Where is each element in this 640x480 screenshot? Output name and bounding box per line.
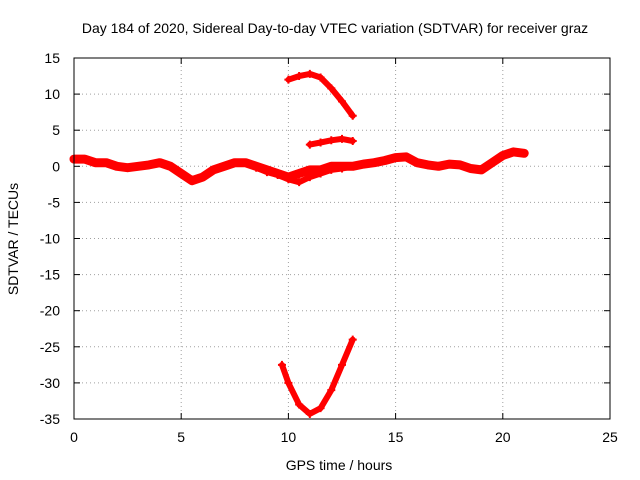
secondary-band-point [327, 165, 336, 174]
secondary-band-point [305, 173, 314, 182]
main-band-point [102, 158, 111, 167]
main-band-point [455, 160, 464, 169]
lower-arc-point [277, 360, 286, 369]
secondary-band-point [338, 164, 346, 173]
main-band-point [423, 160, 432, 169]
y-tick-label: 10 [44, 86, 60, 102]
secondary-band-point [241, 158, 250, 167]
secondary-band-point [252, 163, 261, 172]
main-band-point [477, 165, 486, 174]
main-band-point [509, 147, 518, 156]
main-band-point [295, 169, 304, 178]
lower-arc-point [305, 409, 314, 418]
main-band-point [198, 173, 207, 182]
chart-title: Day 184 of 2020, Sidereal Day-to-day VTE… [82, 20, 588, 36]
secondary-band-point [348, 162, 357, 171]
middle-arc-point [316, 138, 325, 147]
main-band-point [488, 158, 497, 167]
upper-arc-point [284, 75, 293, 84]
y-tick-label: 0 [52, 158, 60, 174]
main-band-point [391, 153, 400, 162]
main-band-point [359, 160, 368, 169]
y-tick-label: -5 [48, 194, 61, 210]
main-band-point [305, 165, 314, 174]
secondary-band-point [295, 178, 304, 187]
main-band-point [498, 151, 507, 160]
y-tick-label: -15 [40, 267, 60, 283]
x-tick-label: 10 [281, 429, 297, 445]
main-band-point [520, 149, 529, 158]
main-band-point [123, 163, 132, 172]
y-tick-label: -30 [40, 375, 60, 391]
secondary-band-point [262, 168, 271, 177]
y-tick-label: 5 [52, 122, 60, 138]
y-tick-label: -25 [40, 339, 60, 355]
middle-arc-point [348, 137, 357, 146]
main-band-point [145, 160, 154, 169]
x-tick-label: 20 [495, 429, 511, 445]
main-band-point [187, 176, 196, 185]
axis-ticks: 0 5 10 15 20 25 15 10 5 0 -5 -10 -15 -20 -25 -30 -35 [40, 50, 618, 445]
x-tick-label: 5 [177, 429, 185, 445]
lower-arc-point [316, 404, 325, 413]
secondary-band-point [316, 169, 325, 178]
data-series [69, 69, 529, 418]
lower-arc-point [327, 386, 336, 395]
middle-arc-point [338, 134, 346, 143]
main-band-point [402, 152, 411, 161]
x-axis-label: GPS time / hours [286, 457, 393, 473]
secondary-band-point [273, 170, 282, 179]
lower-arc-point [338, 360, 346, 369]
main-band-point [209, 165, 218, 174]
main-band-point [177, 169, 186, 178]
upper-arc-point [338, 97, 346, 106]
y-tick-label: -10 [40, 231, 60, 247]
lower-arc-point [284, 378, 293, 387]
middle-arc-point [305, 140, 314, 149]
main-band-point [230, 158, 239, 167]
main-band-point [370, 158, 379, 167]
main-band-point [112, 162, 121, 171]
main-band-point [155, 158, 164, 167]
y-tick-label: 15 [44, 50, 60, 66]
upper-arc-point [316, 73, 325, 82]
y-tick-label: -20 [40, 303, 60, 319]
main-band-point [91, 158, 100, 167]
main-band-point [220, 162, 229, 171]
main-band-point [434, 162, 443, 171]
main-band-point [134, 162, 143, 171]
secondary-band-point [284, 175, 293, 184]
upper-arc-point [295, 72, 304, 81]
main-band-point [166, 162, 175, 171]
main-band-point [445, 160, 454, 169]
main-band-point [413, 158, 422, 167]
upper-arc-point [327, 84, 336, 93]
y-axis-label: SDTVAR / TECUs [5, 183, 21, 295]
lower-arc-trace [279, 336, 356, 417]
main-band-point [380, 156, 389, 165]
y-tick-label: -35 [40, 411, 60, 427]
upper-arc-point [305, 69, 314, 78]
main-band-point [80, 155, 89, 164]
x-tick-label: 0 [70, 429, 78, 445]
x-tick-label: 25 [602, 429, 618, 445]
lower-arc-point [348, 335, 357, 344]
main-band-point [466, 164, 475, 173]
x-tick-label: 15 [388, 429, 404, 445]
upper-arc-point [348, 111, 357, 120]
middle-arc-point [327, 136, 336, 145]
lower-arc-point [295, 400, 304, 409]
